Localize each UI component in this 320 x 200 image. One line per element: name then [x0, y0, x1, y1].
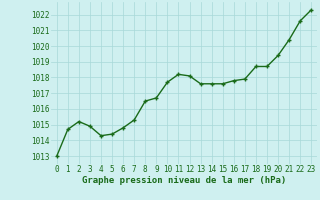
X-axis label: Graphe pression niveau de la mer (hPa): Graphe pression niveau de la mer (hPa) — [82, 176, 286, 185]
